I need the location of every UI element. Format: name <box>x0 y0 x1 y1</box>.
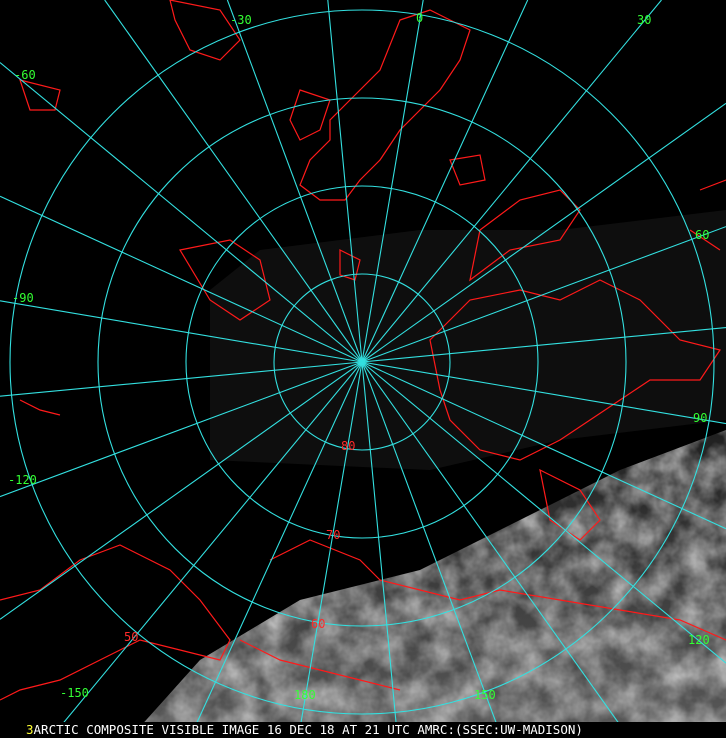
image-caption: 3ARCTIC COMPOSITE VISIBLE IMAGE 16 DEC 1… <box>0 722 726 738</box>
lon-label: 60 <box>695 228 709 242</box>
meridian-line <box>361 0 529 363</box>
coastline-scandinavia <box>19 0 241 111</box>
coastline-svalbard <box>289 89 331 141</box>
lon-label: -90 <box>12 291 34 305</box>
meridian-line <box>0 361 363 498</box>
meridian-line <box>361 0 662 363</box>
meridian-line <box>361 361 726 425</box>
meridian-line <box>189 361 363 738</box>
meridian-line <box>0 361 363 397</box>
meridian-line <box>327 0 363 363</box>
meridian-line <box>361 0 424 363</box>
meridian-line <box>361 226 726 363</box>
meridian-line <box>361 361 503 738</box>
meridian-line <box>297 361 363 738</box>
lat-label: 80 <box>341 439 355 453</box>
meridian-line <box>361 361 726 530</box>
lon-label: 120 <box>688 633 710 647</box>
meridian-line <box>361 327 726 363</box>
meridian-line <box>361 102 726 363</box>
meridian-line <box>0 62 363 363</box>
lon-label: 150 <box>474 688 496 702</box>
lon-label: -150 <box>60 686 89 700</box>
coastline-hudson-region <box>539 179 726 541</box>
coastline-siberia-east <box>179 239 361 321</box>
meridian-line <box>226 0 363 363</box>
meridian-line <box>0 361 363 620</box>
graticule-labels: -30 0 30 -60 60 -90 90 -120 120 -150 180… <box>8 11 710 702</box>
meridian-line <box>361 361 399 738</box>
coastline-island <box>19 154 486 416</box>
latitude-circle <box>273 273 451 451</box>
meridian-line <box>0 195 363 363</box>
caption-text: ARCTIC COMPOSITE VISIBLE IMAGE 16 DEC 18… <box>33 722 583 737</box>
meridian-line <box>0 300 363 363</box>
lon-label: 90 <box>693 411 707 425</box>
meridian-line <box>361 361 630 738</box>
lon-label: -120 <box>8 473 37 487</box>
lon-label: 30 <box>637 13 651 27</box>
lon-label: 180 <box>294 688 316 702</box>
meridian-line <box>50 361 363 738</box>
lon-label: -30 <box>230 13 252 27</box>
lat-label: 50 <box>124 630 138 644</box>
lat-label: 60 <box>311 617 325 631</box>
coastline-greenland <box>299 9 471 201</box>
coastline-kamchatka <box>239 639 401 691</box>
lon-label: 0 <box>416 11 423 25</box>
lat-label: 70 <box>326 528 340 542</box>
latitude-circle <box>185 185 539 539</box>
latitude-circle <box>97 97 627 627</box>
latitude-circle <box>9 9 715 715</box>
frame-number: 3 <box>26 722 34 737</box>
lon-label: -60 <box>14 68 36 82</box>
meridian-line <box>361 361 726 664</box>
coastline-chukotka <box>269 539 726 641</box>
meridian-line <box>104 0 363 363</box>
